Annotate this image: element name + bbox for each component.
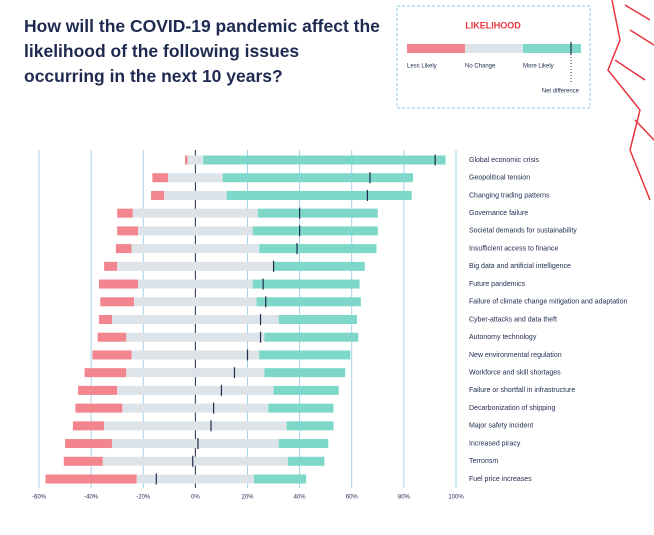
bar-segment xyxy=(164,190,227,200)
bar-segment xyxy=(117,261,274,271)
bar-segment xyxy=(126,368,265,378)
bar-segment xyxy=(122,403,269,413)
bar-segment xyxy=(203,155,446,165)
bar-segment xyxy=(117,385,274,395)
bar-segment xyxy=(264,368,346,378)
bar-segment xyxy=(187,155,204,165)
bar-segment xyxy=(138,226,253,236)
bar-segment xyxy=(131,350,260,360)
x-tick-label: -60% xyxy=(32,495,47,501)
bar-segment xyxy=(152,173,169,183)
bar-segment xyxy=(115,244,132,254)
bar-segment xyxy=(98,279,139,289)
category-label: Cyber-attacks and data theft xyxy=(469,316,557,323)
category-label: Decarbonization of shipping xyxy=(469,405,555,412)
bar-segment xyxy=(256,297,361,307)
category-label: Autonomy technology xyxy=(469,334,537,341)
x-tick-label: 80% xyxy=(398,495,411,501)
bar-segment xyxy=(65,439,112,449)
x-tick-label: 60% xyxy=(346,495,359,501)
decoration xyxy=(607,0,654,201)
legend-swatch xyxy=(465,44,523,53)
bar-segment xyxy=(117,226,139,236)
x-tick-label: 40% xyxy=(294,495,307,501)
legend-label: Net difference xyxy=(542,89,580,95)
bar-segment xyxy=(278,439,329,449)
category-label: Fuel price increases xyxy=(469,476,532,483)
legend-label: Less Likely xyxy=(407,64,437,70)
bar-segment xyxy=(273,261,365,271)
bar-segment xyxy=(132,208,258,218)
bar-segment xyxy=(117,208,133,218)
bar-segment xyxy=(92,350,132,360)
legend-swatch xyxy=(407,44,465,53)
bar-segment xyxy=(226,190,412,200)
bar-segment xyxy=(126,332,265,342)
category-label: Failure or shortfall in infrastructure xyxy=(469,387,575,394)
category-label: Major safety incident xyxy=(469,423,533,430)
category-label: Societal demands for sustainability xyxy=(469,228,577,235)
bar-segment xyxy=(102,456,288,466)
chart-title: How will the COVID-19 pandemic affect th… xyxy=(24,16,380,86)
category-label: Failure of climate change mitigation and… xyxy=(469,299,627,306)
bar-segment xyxy=(151,190,165,200)
bar-segment xyxy=(104,421,287,431)
category-label: Workforce and skill shortages xyxy=(469,370,561,377)
category-label: Insufficient access to finance xyxy=(469,245,558,252)
bar-segment xyxy=(252,279,360,289)
bar-segment xyxy=(287,456,325,466)
bar-segment xyxy=(222,173,413,183)
bar-segment xyxy=(168,173,223,183)
category-label: Future pandemics xyxy=(469,281,526,288)
bar-segment xyxy=(98,315,112,324)
bar-segment xyxy=(97,332,127,342)
x-tick-label: 20% xyxy=(241,495,254,501)
bar-segment xyxy=(84,368,127,378)
bar-segment xyxy=(268,403,334,413)
bar-segment xyxy=(264,332,359,342)
bar-segment xyxy=(184,155,188,165)
bar-segment xyxy=(75,403,123,413)
bar-segment xyxy=(100,297,135,307)
bar-segment xyxy=(259,244,377,254)
category-label: Increased piracy xyxy=(469,440,521,447)
x-tick-label: 0% xyxy=(191,495,200,501)
legend-label: No Change xyxy=(465,64,496,70)
x-tick-label: 100% xyxy=(448,495,464,501)
bar-segment xyxy=(111,315,279,324)
bar-segment xyxy=(134,297,257,307)
legend-label: More Likely xyxy=(523,64,554,70)
x-tick-label: -40% xyxy=(84,495,99,501)
bar-segment xyxy=(78,385,118,395)
category-label: Global economic crisis xyxy=(469,157,540,164)
bar-segment xyxy=(111,439,279,449)
category-label: Big data and artificial intelligence xyxy=(469,263,571,270)
bar-segment xyxy=(286,421,334,431)
bar-segment xyxy=(257,208,378,218)
category-label: Terrorism xyxy=(469,458,498,465)
bar-segment xyxy=(254,474,307,484)
legend-box xyxy=(396,5,591,109)
bar-segment xyxy=(104,261,118,271)
bar-segment xyxy=(278,315,357,324)
bar-segment xyxy=(72,421,105,431)
legend-swatch xyxy=(523,44,581,53)
legend-title: LIKELIHOOD xyxy=(465,20,521,30)
category-label: New environmental regulation xyxy=(469,352,562,359)
bar-segment xyxy=(259,350,351,360)
bar-segment xyxy=(136,474,255,484)
bar-segment xyxy=(273,385,339,395)
bar-segment xyxy=(252,226,378,236)
bar-segment xyxy=(138,279,253,289)
bar-segment xyxy=(63,456,103,466)
bar-segment xyxy=(45,474,137,484)
bar-segment xyxy=(131,244,260,254)
category-label: Geopolitical tension xyxy=(469,175,530,182)
category-label: Changing trading patterns xyxy=(469,192,550,199)
category-label: Governance failure xyxy=(469,210,528,217)
x-tick-label: -20% xyxy=(136,495,151,501)
